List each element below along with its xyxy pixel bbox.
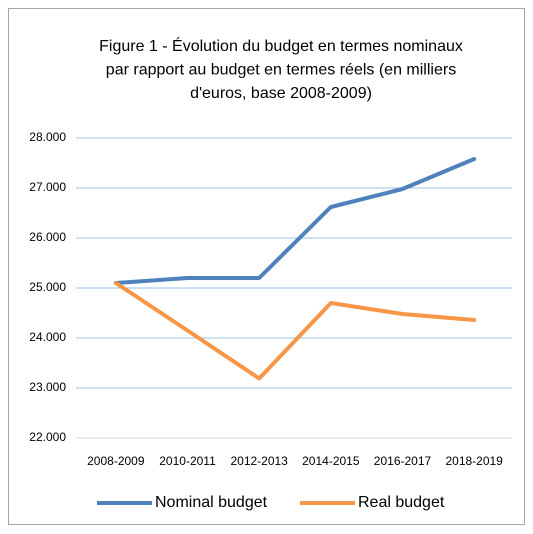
x-tick-label: 2016-2017 <box>374 454 432 468</box>
y-tick-label: 26.000 <box>29 230 66 244</box>
y-tick-label: 28.000 <box>29 130 66 144</box>
chart-title: par rapport au budget en termes réels (e… <box>106 62 456 79</box>
chart-title: Figure 1 - Évolution du budget en termes… <box>99 36 463 55</box>
legend-text: Nominal budget <box>155 494 268 511</box>
line-series <box>113 281 477 381</box>
chart-title: d'euros, base 2008-2009) <box>190 85 372 102</box>
y-tick-label: 23.000 <box>29 380 66 394</box>
y-tick-label: 24.000 <box>29 330 66 344</box>
y-tick-label: 25.000 <box>29 280 66 294</box>
x-tick-label: 2014-2015 <box>302 454 360 468</box>
x-tick-label: 2010-2011 <box>159 454 216 468</box>
x-tick-label: 2008-2009 <box>87 454 145 468</box>
y-tick-label: 22.000 <box>29 430 66 444</box>
legend-text: Real budget <box>358 494 445 511</box>
x-tick-label: 2012-2013 <box>230 454 288 468</box>
line-series <box>113 157 477 285</box>
y-tick-label: 27.000 <box>29 180 66 194</box>
x-tick-label: 2018-2019 <box>445 454 503 468</box>
